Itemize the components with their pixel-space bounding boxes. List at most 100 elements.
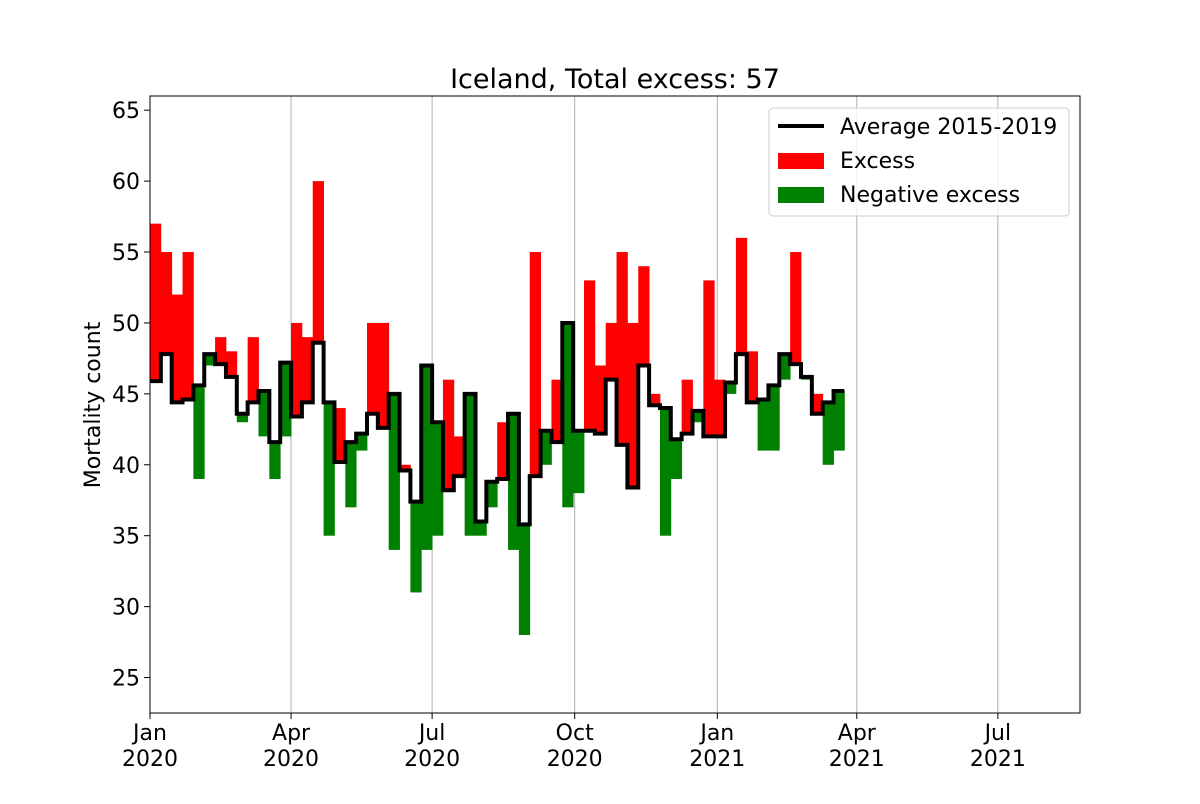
negative-excess-bar [540, 430, 552, 465]
negative-excess-bar [280, 362, 292, 437]
x-tick-label-month: Oct [556, 721, 594, 746]
negative-excess-bar [464, 393, 476, 536]
y-axis-label: Mortality count [81, 321, 106, 488]
excess-bar [605, 322, 617, 380]
x-tick-label-year: 2020 [122, 747, 178, 772]
y-axis: 25 30 35 40 45 50 55 60 65 [112, 99, 150, 692]
excess-bar [399, 464, 411, 471]
excess-bar [160, 252, 173, 355]
x-tick-label-month: Jan [698, 721, 734, 746]
negative-excess-bar [475, 521, 487, 536]
legend-label-average: Average 2015-2019 [840, 115, 1057, 140]
excess-bar [627, 322, 639, 488]
excess-bar [681, 379, 693, 434]
excess-bar [616, 252, 628, 445]
negative-excess-bar [508, 413, 520, 550]
chart-title: Iceland, Total excess: 57 [450, 64, 780, 95]
excess-bar [638, 266, 650, 366]
x-tick-label-month: Jul [983, 721, 1012, 746]
negative-excess-bar [345, 442, 357, 508]
excess-bar [584, 280, 596, 431]
negative-excess-bar [204, 354, 216, 366]
excess-bar [442, 379, 455, 491]
y-tick-label: 60 [112, 170, 140, 195]
negative-excess-bar [725, 382, 737, 394]
negative-excess-bar [518, 524, 531, 635]
excess-bar [334, 408, 346, 462]
negative-excess-bar [659, 408, 672, 536]
x-axis: Jan2020Apr2020Jul2020Oct2020Jan2021Apr20… [122, 713, 1026, 772]
x-tick-label-month: Jan [131, 721, 167, 746]
negative-excess-bar [410, 501, 422, 593]
x-tick-label-year: 2021 [970, 747, 1026, 772]
negative-excess-bar [670, 439, 683, 479]
y-tick-label: 25 [112, 667, 140, 692]
negative-excess-bar [356, 433, 368, 451]
y-tick-label: 65 [112, 99, 140, 124]
y-tick-label: 55 [112, 241, 140, 266]
plot-frame [149, 95, 1081, 714]
excess-bar [649, 393, 661, 406]
negative-excess-bar [388, 393, 400, 550]
average-2015-2019-line [150, 320, 845, 527]
excess-bar [291, 322, 303, 417]
negative-excess-bar [562, 322, 574, 508]
legend-label-negative-excess: Negative excess [840, 183, 1020, 208]
negative-excess-bar [193, 385, 205, 479]
bars [150, 181, 845, 635]
excess-bar [811, 393, 824, 414]
excess-bar [247, 337, 259, 403]
legend-swatch-excess [778, 153, 824, 169]
x-tick-label-year: 2021 [689, 747, 745, 772]
y-tick-label: 50 [112, 312, 140, 337]
excess-bar [171, 294, 183, 403]
excess-bar [735, 237, 748, 355]
excess-bar [301, 337, 314, 403]
negative-excess-bar [269, 442, 281, 479]
excess-bar [497, 422, 509, 479]
excess-bar [714, 379, 726, 437]
average-line-layer [150, 320, 845, 527]
excess-bar [594, 365, 607, 434]
excess-bar [150, 223, 162, 382]
excess-bar [367, 322, 379, 414]
x-tick-label-month: Jul [417, 721, 446, 746]
negative-excess-bar [757, 399, 769, 451]
negative-excess-bar [323, 402, 335, 536]
excess-bar [215, 337, 227, 365]
legend-box [768, 107, 1070, 217]
x-tick-label-year: 2021 [829, 747, 885, 772]
y-tick-label: 30 [112, 596, 140, 621]
negative-excess-bar [236, 413, 249, 423]
excess-bar [182, 252, 194, 400]
negative-excess-bar [258, 391, 270, 437]
legend-label-excess: Excess [840, 149, 915, 174]
excess-bar [312, 181, 324, 343]
excess-bar [225, 351, 238, 377]
x-tick-label-year: 2020 [547, 747, 603, 772]
negative-excess-bar [822, 402, 834, 465]
excess-bar [453, 436, 466, 477]
x-tick-label-year: 2020 [263, 747, 319, 772]
excess-bar [790, 252, 802, 365]
y-tick-label: 45 [112, 383, 140, 408]
x-tick-label-month: Apr [272, 721, 311, 746]
legend: Average 2015-2019 Excess Negative excess [768, 107, 1070, 217]
negative-excess-bar [432, 422, 444, 536]
legend-swatch-negative-excess [778, 187, 824, 203]
x-tick-label-year: 2020 [404, 747, 460, 772]
negative-excess-bar [573, 430, 585, 494]
y-tick-label: 40 [112, 454, 140, 479]
excess-bar [551, 379, 563, 443]
negative-excess-bar [779, 354, 791, 380]
negative-excess-bar [768, 385, 780, 451]
y-tick-label: 35 [112, 525, 140, 550]
negative-excess-bar [486, 481, 498, 508]
x-tick-label-month: Apr [838, 721, 877, 746]
excess-bar [529, 252, 541, 477]
negative-excess-bar [692, 410, 704, 423]
excess-bar [377, 322, 390, 428]
negative-excess-bar [833, 391, 845, 451]
